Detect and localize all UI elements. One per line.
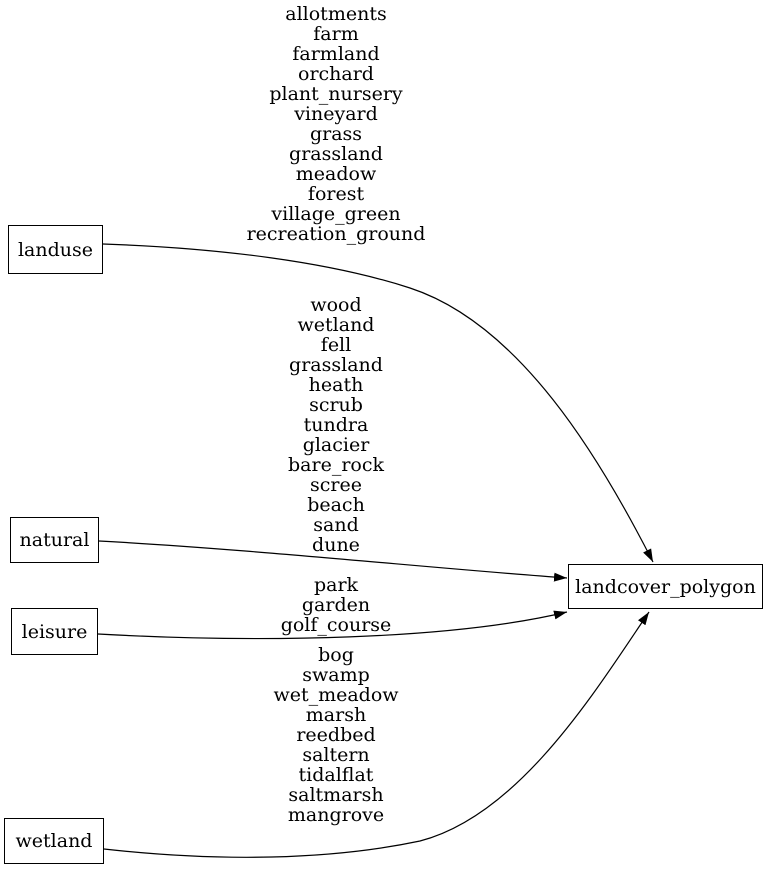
edge-label-line: saltmarsh bbox=[288, 784, 384, 806]
edge-label-line: heath bbox=[308, 374, 364, 396]
edge-label-line: beach bbox=[307, 494, 365, 516]
edge-wetland-to-landcover-polygon bbox=[103, 611, 650, 858]
edge-label-natural-values: wood wetland fell grassland heath scrub tundra… bbox=[196, 295, 476, 555]
edge-label-line: meadow bbox=[295, 163, 377, 185]
node-landuse-label: landuse bbox=[17, 238, 94, 261]
edge-natural-to-landcover-polygon bbox=[98, 540, 568, 582]
edge-label-line: recreation_ground bbox=[246, 223, 426, 245]
edge-label-line: grassland bbox=[289, 143, 383, 165]
edge-label-line: garden bbox=[301, 594, 371, 616]
edge-label-line: park bbox=[313, 574, 359, 596]
edge-leisure-to-landcover-polygon bbox=[97, 610, 568, 640]
edge-label-line: grass bbox=[309, 123, 363, 145]
edge-label-wetland-values: bog swamp wet_meadow marsh reedbed saltern tid… bbox=[196, 645, 476, 825]
edge-label-line: wetland bbox=[297, 314, 375, 336]
edge-label-line: tidalflat bbox=[298, 764, 374, 786]
node-landuse: landuse bbox=[8, 225, 103, 274]
node-leisure: leisure bbox=[11, 608, 98, 655]
edge-label-line: allotments bbox=[285, 3, 387, 25]
edge-label-line: bare_rock bbox=[288, 454, 384, 476]
node-landcover-polygon-label: landcover_polygon bbox=[575, 575, 756, 598]
node-wetland: wetland bbox=[4, 818, 104, 864]
edge-label-line: glacier bbox=[302, 434, 370, 456]
edge-label-line: swamp bbox=[302, 664, 370, 686]
edge-label-line: forest bbox=[307, 183, 365, 205]
edge-label-line: marsh bbox=[305, 704, 367, 726]
edge-label-line: orchard bbox=[298, 63, 374, 85]
node-landcover-polygon: landcover_polygon bbox=[568, 564, 763, 609]
edge-label-line: dune bbox=[312, 534, 360, 556]
edge-label-line: farm bbox=[313, 23, 359, 45]
edge-label-line: mangrove bbox=[287, 804, 385, 826]
edge-label-line: wet_meadow bbox=[273, 684, 399, 706]
edge-label-line: reedbed bbox=[296, 724, 376, 746]
edge-landuse-to-landcover-polygon bbox=[102, 243, 654, 563]
node-leisure-label: leisure bbox=[21, 620, 88, 643]
edge-label-line: vineyard bbox=[294, 103, 378, 125]
edge-label-leisure-values: park garden golf_course bbox=[196, 575, 476, 635]
edge-label-landuse-values: allotments farm farmland orchard plant_nurse… bbox=[196, 4, 476, 244]
edge-label-line: scree bbox=[310, 474, 362, 496]
edge-label-line: sand bbox=[313, 514, 359, 536]
edge-label-line: village_green bbox=[271, 203, 401, 225]
edge-label-line: scrub bbox=[309, 394, 363, 416]
node-natural-label: natural bbox=[19, 529, 90, 551]
edge-label-line: tundra bbox=[303, 414, 369, 436]
edge-label-line: plant_nursery bbox=[269, 83, 403, 105]
edge-label-line: golf_course bbox=[280, 614, 392, 636]
edge-label-line: grassland bbox=[289, 354, 383, 376]
node-wetland-label: wetland bbox=[15, 830, 93, 852]
edge-label-line: wood bbox=[310, 294, 362, 316]
node-natural: natural bbox=[10, 517, 99, 563]
edge-label-line: fell bbox=[320, 334, 352, 356]
edge-label-line: farmland bbox=[292, 43, 380, 65]
edge-label-line: saltern bbox=[302, 744, 370, 766]
edge-label-line: bog bbox=[318, 644, 354, 666]
